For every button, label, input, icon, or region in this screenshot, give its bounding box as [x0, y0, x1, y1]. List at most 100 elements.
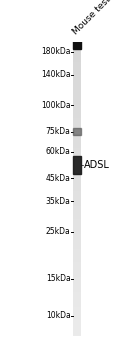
- Bar: [73, 106, 81, 107]
- Bar: [73, 210, 81, 211]
- Bar: [73, 179, 81, 180]
- Bar: [73, 117, 81, 118]
- Bar: [73, 238, 81, 239]
- Bar: [73, 180, 81, 181]
- Bar: [73, 242, 81, 243]
- Bar: [73, 268, 81, 270]
- Bar: [73, 137, 81, 138]
- Bar: [73, 206, 81, 208]
- Bar: [73, 68, 81, 69]
- Bar: [73, 308, 81, 309]
- Bar: [73, 230, 81, 231]
- Bar: [73, 281, 81, 282]
- Bar: [73, 251, 81, 252]
- Bar: [73, 86, 81, 87]
- Text: 180kDa: 180kDa: [41, 47, 71, 56]
- Bar: [73, 50, 81, 51]
- Bar: [73, 214, 81, 215]
- Bar: [73, 194, 81, 195]
- Bar: [73, 54, 81, 55]
- Bar: [73, 300, 81, 301]
- Bar: [73, 173, 81, 174]
- Bar: [73, 261, 81, 262]
- Bar: [73, 317, 81, 318]
- Bar: [73, 161, 81, 162]
- Bar: [73, 333, 81, 334]
- Bar: [73, 200, 81, 201]
- Bar: [73, 218, 81, 219]
- Bar: [73, 277, 81, 278]
- Bar: [73, 85, 81, 86]
- Bar: [73, 278, 81, 279]
- Bar: [73, 196, 81, 197]
- Bar: [73, 240, 81, 241]
- Bar: [73, 249, 81, 250]
- Bar: [73, 290, 81, 291]
- Bar: [73, 47, 81, 48]
- Bar: [73, 334, 81, 335]
- Bar: [73, 233, 81, 234]
- Bar: [73, 163, 81, 164]
- Bar: [73, 118, 81, 119]
- Bar: [73, 87, 81, 88]
- Bar: [73, 176, 81, 177]
- Bar: [73, 237, 81, 238]
- Bar: [73, 138, 81, 139]
- Bar: [73, 307, 81, 308]
- Text: 140kDa: 140kDa: [41, 70, 71, 79]
- Bar: [73, 306, 81, 307]
- Bar: [73, 155, 81, 156]
- Bar: [73, 193, 81, 194]
- Bar: [73, 90, 81, 91]
- Bar: [73, 149, 81, 150]
- Bar: [73, 114, 81, 116]
- Bar: [73, 166, 81, 167]
- Bar: [73, 195, 81, 196]
- Bar: [73, 153, 81, 154]
- Bar: [73, 95, 81, 96]
- Bar: [73, 324, 81, 325]
- Bar: [73, 192, 81, 193]
- Bar: [73, 286, 81, 287]
- Bar: [73, 309, 81, 310]
- Bar: [73, 267, 81, 268]
- Bar: [73, 160, 81, 161]
- Text: 10kDa: 10kDa: [46, 311, 71, 320]
- Bar: [73, 93, 81, 94]
- Bar: [73, 189, 81, 190]
- Bar: [73, 37, 81, 49]
- Bar: [73, 116, 81, 117]
- Bar: [73, 224, 81, 225]
- Text: Mouse testis: Mouse testis: [71, 0, 117, 36]
- Bar: [73, 128, 81, 135]
- Text: 15kDa: 15kDa: [46, 274, 71, 283]
- Bar: [73, 274, 81, 275]
- Bar: [73, 270, 81, 271]
- Bar: [73, 264, 81, 265]
- Bar: [73, 152, 81, 153]
- Bar: [73, 58, 81, 59]
- Bar: [73, 57, 81, 58]
- Bar: [73, 158, 81, 159]
- Bar: [73, 298, 81, 299]
- Bar: [73, 142, 81, 143]
- Bar: [73, 92, 81, 93]
- Bar: [73, 65, 81, 66]
- Text: 45kDa: 45kDa: [46, 174, 71, 183]
- Bar: [73, 139, 81, 140]
- Bar: [73, 266, 81, 267]
- Bar: [73, 316, 81, 317]
- Bar: [73, 120, 81, 121]
- Bar: [73, 288, 81, 289]
- Bar: [73, 234, 81, 235]
- Bar: [73, 162, 81, 163]
- Bar: [73, 145, 81, 146]
- Bar: [73, 248, 81, 249]
- Bar: [73, 130, 81, 131]
- Bar: [73, 314, 81, 315]
- Bar: [73, 191, 81, 192]
- Bar: [73, 279, 81, 280]
- Bar: [73, 326, 81, 327]
- Bar: [73, 260, 81, 261]
- Bar: [73, 186, 81, 187]
